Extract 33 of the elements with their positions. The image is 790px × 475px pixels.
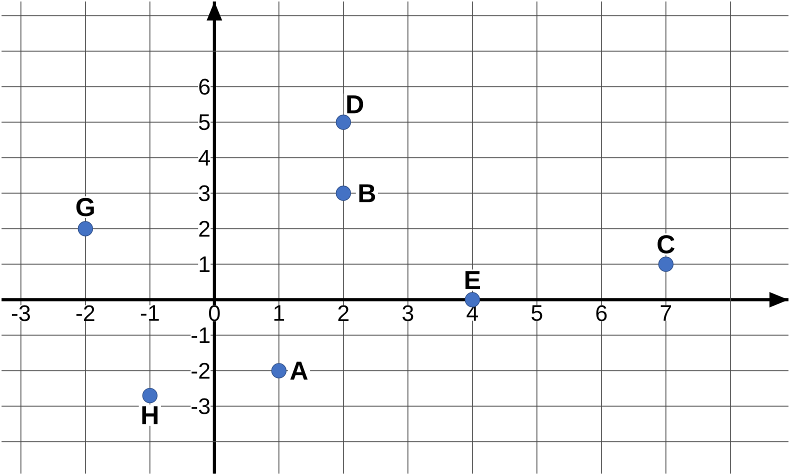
x-tick-label: 3 <box>402 305 414 322</box>
y-tick-label: -3 <box>192 398 210 414</box>
y-tick-label: -1 <box>192 327 210 343</box>
y-tick-label: 1 <box>200 256 210 272</box>
y-tick-label: 4 <box>198 150 210 166</box>
annotation: H <box>142 406 158 424</box>
y-tick-label: 6 <box>199 78 210 95</box>
annotation: D <box>347 95 364 114</box>
x-tick-label: 2 <box>338 305 349 321</box>
x-tick-label: 6 <box>596 305 607 322</box>
annotation: G <box>76 198 94 216</box>
point <box>142 388 158 404</box>
x-tick-label: 5 <box>532 305 542 321</box>
point <box>336 186 352 201</box>
annotation: B <box>359 184 376 202</box>
y-tick-label: 3 <box>198 185 210 202</box>
annotation: E <box>465 271 480 289</box>
annotation: A <box>290 362 308 380</box>
y-tick-label: 5 <box>199 114 210 130</box>
y-tick-label: 2 <box>199 220 210 236</box>
point <box>271 363 287 378</box>
point <box>464 292 480 308</box>
x-tick-label: -1 <box>140 305 159 321</box>
point <box>336 114 352 130</box>
point <box>78 221 94 236</box>
point <box>658 256 674 272</box>
y-tick-label: -2 <box>192 362 210 378</box>
x-tick-label: 0 <box>209 305 220 322</box>
x-tick-label: -3 <box>12 305 30 322</box>
x-tick-label: 7 <box>660 305 672 321</box>
annotation: C <box>658 235 675 254</box>
x-tick-label: 1 <box>274 305 284 321</box>
x-tick-label: -2 <box>76 305 94 321</box>
